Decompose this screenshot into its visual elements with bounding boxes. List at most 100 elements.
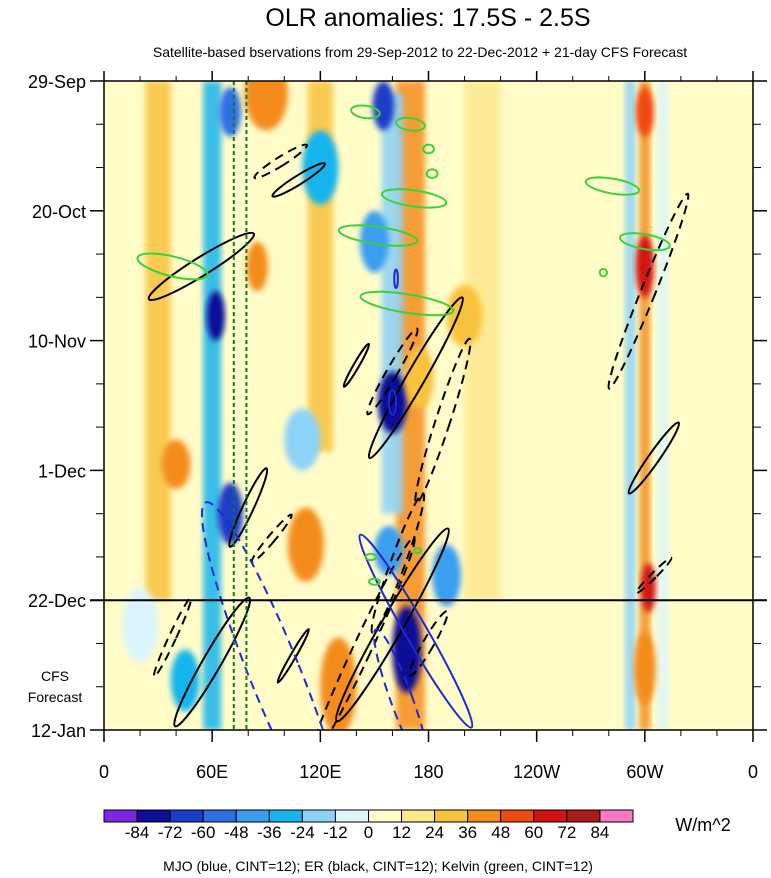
kelvin-contour [618, 232, 671, 252]
reference-longitude-lines [232, 81, 248, 730]
colorbar-swatch [235, 809, 270, 823]
anomaly-blob [244, 81, 288, 131]
x-tick-label: 0 [99, 762, 109, 782]
colorbar-label: -84 [125, 823, 150, 842]
er-contour [627, 421, 681, 495]
colorbar-swatch [334, 809, 369, 823]
kelvin-contour [422, 143, 435, 155]
mjo-contour [200, 501, 350, 730]
er-contour [253, 143, 308, 180]
er-contour [152, 597, 193, 678]
anomaly-blob [392, 606, 422, 693]
colorbar-swatch [500, 809, 535, 823]
er-contour [366, 327, 419, 416]
anomaly-blob [374, 526, 404, 576]
anomaly-blob [432, 544, 461, 607]
anomaly-blob [372, 81, 395, 131]
anomaly-blob [219, 87, 242, 137]
anomaly-band [657, 81, 669, 730]
anomaly-blob [217, 482, 243, 545]
kelvin-contour [359, 290, 455, 317]
colorbar-swatch [268, 809, 303, 823]
colorbar-label: 24 [425, 823, 444, 842]
anomaly-blob [446, 284, 483, 347]
colorbar-swatch [368, 809, 403, 823]
x-tick-label: 60E [196, 762, 228, 782]
kelvin-contour [425, 168, 439, 180]
x-tick-label: 180 [413, 762, 443, 782]
colorbar-swatch [301, 809, 336, 823]
colorbar-swatch [533, 809, 568, 823]
colorbar-swatch [103, 809, 138, 823]
colorbar-swatch [401, 809, 436, 823]
x-tick-label: 0 [748, 762, 758, 782]
footnote: MJO (blue, CINT=12); ER (black, CINT=12)… [163, 858, 593, 874]
anomaly-blob [206, 291, 225, 341]
colorbar-swatch [434, 809, 469, 823]
anomaly-blob [161, 439, 191, 489]
kelvin-contour [395, 116, 426, 132]
colorbar-label: 84 [590, 823, 609, 842]
chart-title: OLR anomalies: 17.5S - 2.5S [265, 4, 590, 32]
colorbar-label: -72 [158, 823, 183, 842]
colorbar: -84 -72 -60 -48 -36 -24 -12 0 12 24 36 48 60 72 84 [103, 809, 634, 842]
colorbar-label: -24 [290, 823, 315, 842]
anomaly-blob [122, 587, 159, 663]
plot-area [104, 81, 753, 730]
anomaly-blob [405, 346, 434, 409]
er-contour [271, 162, 327, 198]
colorbar-label: -12 [323, 823, 348, 842]
colorbar-units: W/m^2 [675, 815, 730, 835]
anomaly-blob [635, 87, 654, 137]
kelvin-contour [598, 267, 608, 278]
anomaly-band [625, 81, 636, 730]
colorbar-label: -48 [224, 823, 249, 842]
kelvin-contour [413, 547, 423, 555]
kelvin-contour [584, 176, 641, 196]
colorbar-swatch [566, 809, 601, 823]
colorbar-label: 60 [524, 823, 543, 842]
chart-subtitle: Satellite-based bservations from 29-Sep-… [153, 44, 687, 60]
er-contour [335, 527, 450, 723]
forecast-label-line2: Forecast [28, 689, 83, 705]
anomaly-blob [170, 649, 200, 712]
anomaly-blob [634, 631, 656, 706]
mjo-contour [373, 628, 430, 730]
y-tick-label: 10-Nov [28, 332, 86, 352]
er-contour [173, 596, 252, 728]
mjo-contour [387, 389, 398, 416]
er-contour [147, 231, 255, 302]
colorbar-label: 72 [557, 823, 576, 842]
colorbar-label: 0 [364, 823, 373, 842]
colorbar-swatch [467, 809, 502, 823]
kelvin-contour [364, 552, 378, 562]
anomaly-blob [284, 408, 321, 471]
er-contour [342, 342, 370, 388]
kelvin-contour [337, 224, 419, 247]
kelvin-contour [368, 577, 381, 586]
mjo-contour [358, 533, 474, 729]
colorbar-swatch [169, 809, 204, 823]
colorbar-label: 48 [491, 823, 510, 842]
x-tick-label: 120E [299, 762, 341, 782]
anomaly-blob [302, 130, 339, 205]
colorbar-label: 12 [392, 823, 411, 842]
anomaly-band [203, 81, 222, 730]
er-contour [370, 492, 426, 634]
y-tick-label: 22-Dec [28, 591, 86, 611]
colorbar-swatch [599, 809, 634, 823]
y-tick-label: 20-Oct [32, 202, 86, 222]
anomaly-blob [635, 235, 654, 298]
x-axis: 0 60E 120E 180 120W 60W 0 [99, 71, 758, 782]
y-tick-label: 12-Jan [31, 721, 86, 741]
x-tick-label: 120W [513, 762, 560, 782]
er-contour [414, 337, 472, 505]
colorbar-label: 36 [458, 823, 477, 842]
anomaly-band [518, 81, 627, 730]
er-contour [607, 192, 690, 390]
kelvin-contour [380, 188, 448, 209]
anomaly-blob [246, 241, 269, 292]
er-contour [367, 296, 464, 460]
y-tick-label: 29-Sep [28, 72, 86, 92]
